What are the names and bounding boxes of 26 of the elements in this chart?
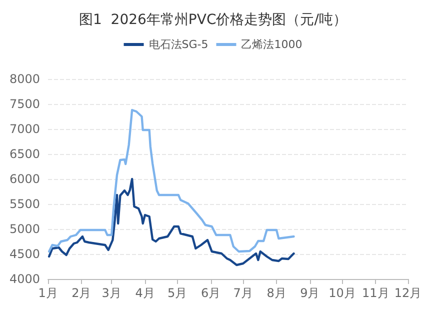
y-tick-label: 4500 [9, 247, 40, 261]
y-tick-label: 6500 [9, 147, 40, 161]
line-series [48, 178, 295, 266]
x-tick-label: 7月 [233, 286, 253, 300]
x-tick-label: 6月 [200, 286, 221, 300]
x-tick-label: 11月 [362, 286, 390, 300]
x-tick-label: 8月 [266, 286, 286, 300]
legend-label: 电石法SG-5 [148, 38, 208, 51]
line-series [48, 108, 295, 253]
y-tick-label: 4000 [9, 272, 40, 286]
x-tick-label: 4月 [135, 286, 155, 300]
x-tick-label: 9月 [300, 286, 320, 300]
x-tick-label: 1月 [38, 286, 58, 300]
x-tick-label: 10月 [328, 286, 356, 300]
legend-label: 乙烯法1000 [241, 38, 302, 51]
y-tick-label: 7000 [9, 122, 40, 136]
y-tick-label: 8000 [9, 72, 40, 86]
y-tick-label: 6000 [9, 172, 40, 186]
x-tick-label: 3月 [102, 286, 122, 300]
y-tick-label: 7500 [9, 97, 40, 111]
x-tick-label: 2月 [72, 286, 92, 300]
chart-title: 图1 2026年常州PVC价格走势图（元/吨） [79, 12, 347, 28]
x-tick-label: 12月 [394, 286, 422, 300]
y-tick-label: 5000 [9, 222, 40, 236]
y-tick-label: 5500 [9, 197, 40, 211]
x-tick-label: 5月 [168, 286, 188, 300]
